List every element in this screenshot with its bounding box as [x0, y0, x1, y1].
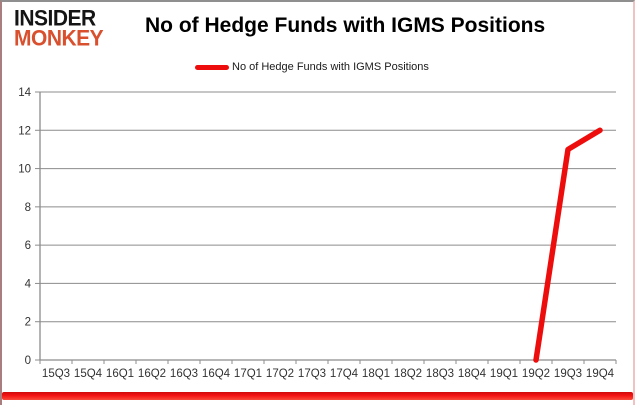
svg-text:4: 4	[25, 278, 32, 290]
svg-text:12: 12	[18, 125, 31, 137]
svg-text:19Q1: 19Q1	[490, 368, 518, 380]
legend-label: No of Hedge Funds with IGMS Positions	[232, 61, 429, 73]
bottom-red-bar	[2, 392, 633, 400]
axis-ticks	[35, 91, 617, 364]
svg-text:6: 6	[25, 240, 31, 252]
svg-text:18Q1: 18Q1	[362, 368, 390, 380]
svg-text:18Q2: 18Q2	[394, 368, 422, 380]
chart-title: No of Hedge Funds with IGMS Positions	[145, 14, 546, 37]
svg-text:14: 14	[18, 87, 31, 99]
svg-text:16Q1: 16Q1	[106, 368, 134, 380]
axes	[39, 92, 616, 361]
insider-monkey-logo: INSIDER MONKEY	[14, 6, 104, 51]
svg-text:15Q4: 15Q4	[74, 368, 103, 380]
y-gridlines	[40, 91, 616, 323]
svg-text:17Q2: 17Q2	[266, 368, 294, 380]
svg-text:19Q3: 19Q3	[554, 368, 582, 380]
legend: No of Hedge Funds with IGMS Positions	[195, 61, 429, 73]
svg-text:8: 8	[25, 202, 31, 214]
svg-text:16Q3: 16Q3	[170, 368, 198, 380]
legend-line-swatch	[195, 64, 229, 70]
svg-text:17Q3: 17Q3	[298, 368, 326, 380]
series-lines	[533, 127, 603, 363]
svg-text:0: 0	[25, 355, 31, 367]
logo-text-insider: INSIDER	[14, 6, 96, 31]
svg-text:10: 10	[18, 164, 31, 176]
svg-text:18Q4: 18Q4	[458, 368, 487, 380]
y-tick-labels: 0 2 4 6 8 10 12 14	[18, 87, 31, 367]
svg-text:2: 2	[25, 317, 31, 329]
svg-text:18Q3: 18Q3	[426, 368, 454, 380]
svg-text:17Q4: 17Q4	[330, 368, 359, 380]
svg-text:15Q3: 15Q3	[42, 368, 70, 380]
svg-text:16Q4: 16Q4	[202, 368, 231, 380]
svg-text:19Q4: 19Q4	[586, 368, 615, 380]
svg-text:17Q1: 17Q1	[234, 368, 262, 380]
x-tick-labels: 15Q3 15Q4 16Q1 16Q2 16Q3 16Q4 17Q1 17Q2 17Q3 17Q4…	[42, 368, 615, 380]
logo-text-monkey: MONKEY	[14, 26, 104, 51]
series-line	[533, 127, 603, 363]
svg-text:16Q2: 16Q2	[138, 368, 166, 380]
svg-text:19Q2: 19Q2	[522, 368, 550, 380]
